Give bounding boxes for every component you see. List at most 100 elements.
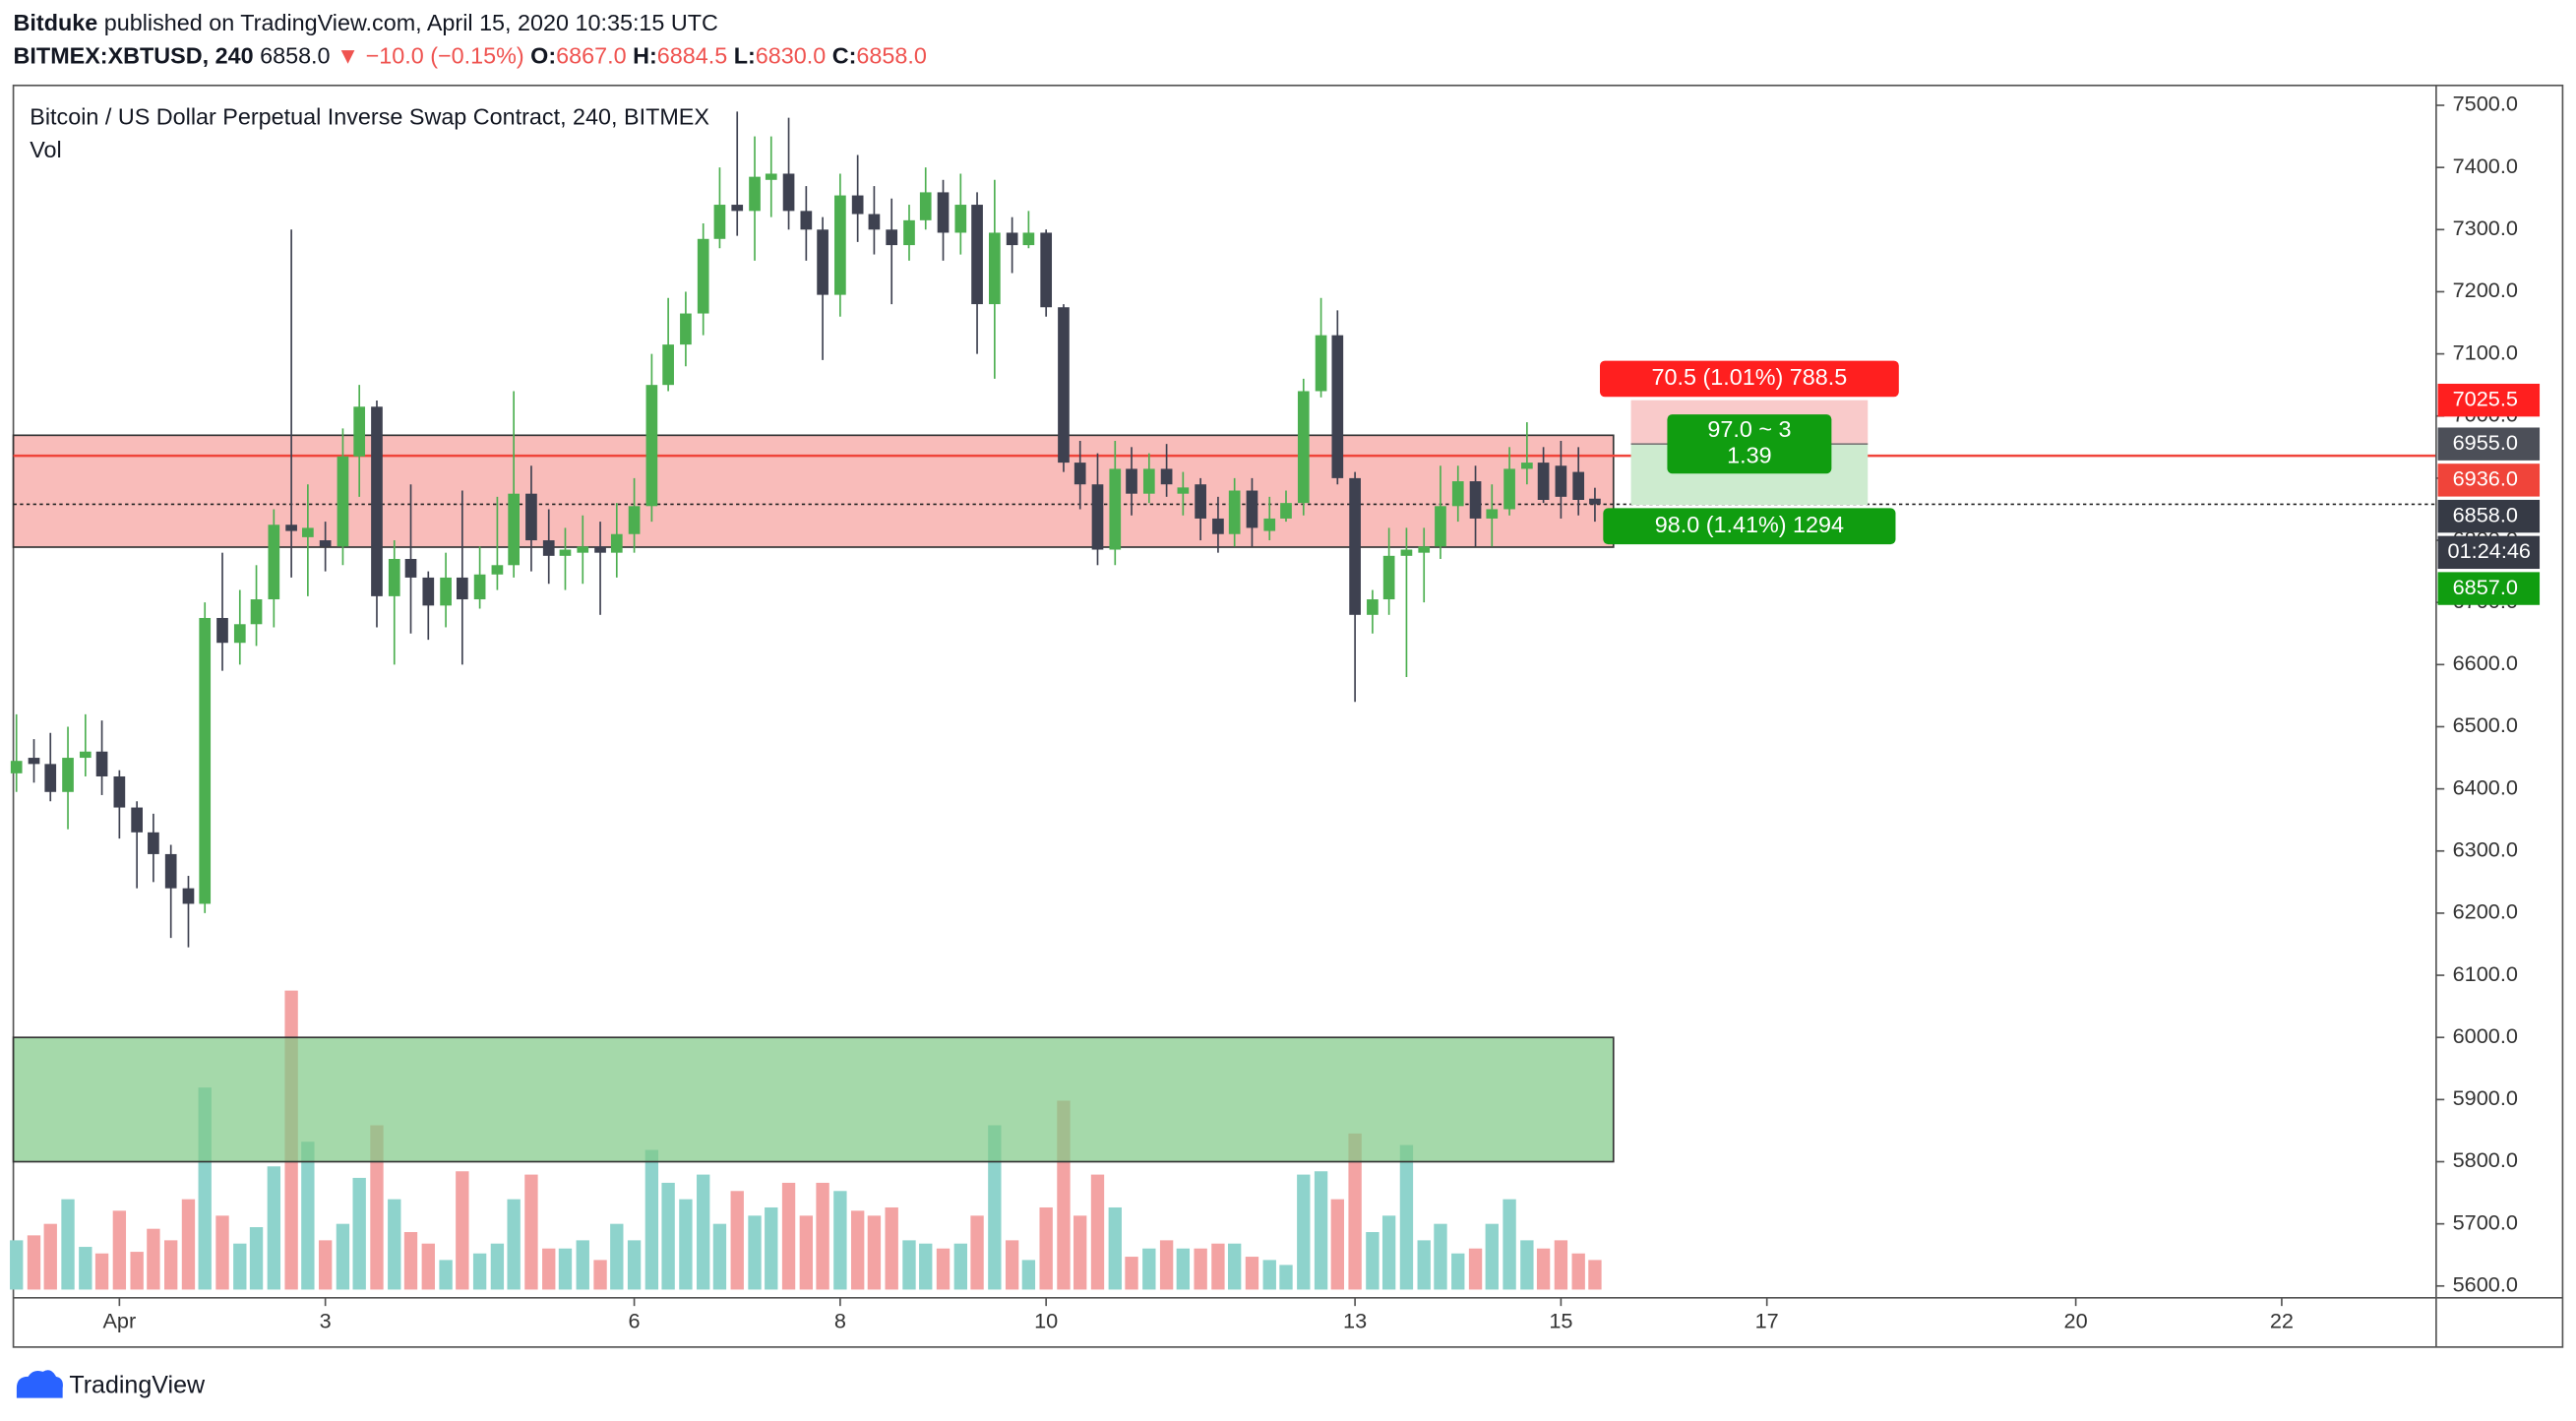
candle-body	[199, 617, 212, 904]
volume-bar	[610, 1223, 624, 1290]
plot: 70.5 (1.01%) 788.5 97.0 ~ 31.39 98.0 (1.41…	[10, 111, 2436, 1290]
candle-body	[1537, 463, 1550, 500]
volume-bar	[1520, 1240, 1534, 1290]
candle-body	[903, 219, 915, 246]
volume-bar	[130, 1252, 144, 1290]
volume-bar	[730, 1191, 744, 1290]
candle-body	[1022, 232, 1035, 246]
volume-bar	[593, 1260, 607, 1290]
volume-bar	[558, 1248, 573, 1290]
y-tick-label: 6100.0	[2453, 961, 2518, 986]
ratio-label: 97.0 ~ 3	[1707, 416, 1791, 442]
volume-bar	[850, 1210, 865, 1290]
candle-body	[353, 406, 366, 457]
price-tag	[2437, 572, 2541, 605]
volume-bar	[542, 1248, 556, 1290]
countdown-box	[2437, 535, 2541, 570]
volume-bar	[1554, 1240, 1568, 1290]
brand: TradingView	[69, 1372, 206, 1399]
volume-bar	[1503, 1199, 1516, 1290]
volume-bar	[885, 1206, 898, 1290]
volume-bar	[388, 1199, 401, 1290]
y-tick-label: 7400.0	[2453, 154, 2518, 178]
volume-bar	[953, 1243, 967, 1290]
candle-body	[1315, 335, 1327, 392]
y-tick-label: 5600.0	[2453, 1272, 2518, 1297]
x-tick-label: Apr	[102, 1309, 136, 1333]
candle-body	[1212, 518, 1224, 534]
y-tick-label: 6200.0	[2453, 899, 2518, 924]
candle-body	[1382, 555, 1395, 600]
candle-body	[1469, 481, 1482, 519]
change: ▼ −10.0 (−0.15%)	[337, 43, 524, 69]
volume-bar	[799, 1215, 814, 1290]
volume-bar	[61, 1199, 75, 1290]
candle-body	[1006, 232, 1018, 246]
volume-bar	[1381, 1215, 1396, 1290]
candle-body	[371, 406, 383, 596]
target-label: 98.0 (1.41%) 1294	[1655, 512, 1844, 537]
candle-body	[250, 599, 263, 625]
candle-body	[1486, 509, 1499, 519]
candle-body	[491, 565, 504, 575]
y-tick-label: 6500.0	[2453, 712, 2518, 737]
volume-bar	[765, 1206, 778, 1290]
candle-body	[817, 229, 828, 295]
candle-body	[1451, 481, 1464, 507]
candle-body	[95, 751, 108, 776]
volume-bar	[867, 1215, 882, 1290]
candle-body	[285, 525, 297, 531]
candle-body	[1073, 463, 1086, 485]
candle-body	[989, 232, 1001, 305]
volume-bar	[1588, 1260, 1602, 1290]
close: 6858.0	[856, 43, 926, 69]
candle-body	[268, 525, 280, 600]
volume-bar	[336, 1223, 350, 1290]
volume-bar	[644, 1149, 659, 1290]
volume-bar	[1005, 1240, 1019, 1290]
volume-bar	[988, 1125, 1002, 1290]
candle-body	[388, 558, 400, 596]
o-label: O:	[530, 43, 556, 69]
volume-bar	[1194, 1248, 1207, 1290]
logo-icon	[16, 1370, 63, 1398]
candle-body	[508, 493, 520, 566]
y-tick-label: 5900.0	[2453, 1085, 2518, 1110]
candle-body	[1263, 518, 1276, 531]
volume-bar	[1417, 1240, 1431, 1290]
candle-body	[594, 546, 606, 553]
open: 6867.0	[556, 43, 626, 69]
author: Bitduke	[14, 10, 98, 35]
candle-body	[886, 229, 898, 246]
candle-body	[1246, 490, 1258, 528]
high: 6884.5	[657, 43, 727, 69]
x-tick-label: 3	[320, 1309, 332, 1333]
volume-bar	[1536, 1248, 1551, 1290]
volume-bar	[215, 1215, 229, 1290]
y-tick-label: 7100.0	[2453, 340, 2518, 364]
candle-body	[1091, 484, 1104, 550]
candle-body	[148, 832, 159, 854]
volume-bar	[370, 1125, 384, 1290]
published: published on TradingView.com, April 15, …	[104, 10, 718, 35]
candle-body	[233, 624, 246, 644]
candle-body	[662, 344, 674, 386]
volume-bar	[472, 1253, 487, 1290]
price-tag-label: 6857.0	[2453, 575, 2518, 599]
volume-bar	[1245, 1257, 1259, 1290]
candle-body	[749, 176, 761, 212]
volume-bar	[112, 1210, 127, 1290]
price-tag	[2437, 383, 2541, 417]
volume-bar	[1451, 1253, 1465, 1290]
x-tick-label: 22	[2270, 1309, 2294, 1333]
price-tag-label: 6936.0	[2453, 466, 2518, 491]
candle-body	[800, 211, 813, 230]
candle-body	[1349, 477, 1361, 615]
candle-body	[919, 192, 932, 220]
volume-bar	[490, 1243, 505, 1290]
volume-bar	[936, 1248, 951, 1290]
volume-bar	[421, 1243, 435, 1290]
price-tag-label: 6955.0	[2453, 430, 2518, 455]
candle-body	[1555, 465, 1567, 497]
